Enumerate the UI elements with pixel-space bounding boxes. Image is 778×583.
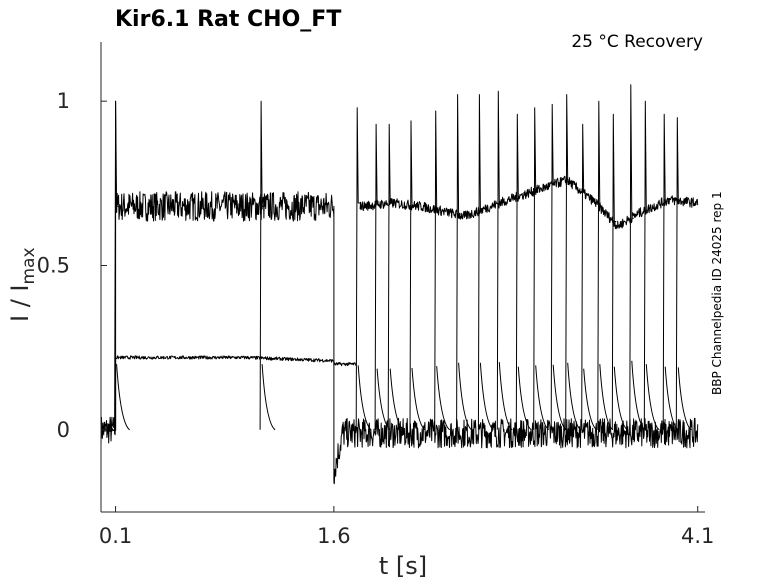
x-tick-label: 4.1 — [681, 524, 714, 548]
test-pulse-spike — [662, 113, 679, 431]
y-tick-label: 0 — [57, 418, 70, 442]
trace-conditioning-pulse — [100, 100, 699, 485]
test-pulse-spike — [374, 123, 391, 431]
y-tick-label: 0.5 — [37, 253, 70, 277]
test-pulse-spike — [675, 117, 692, 431]
y-axis-label-main: I / I — [6, 285, 34, 323]
test-pulse-spike — [456, 94, 472, 431]
test-pulse-spike — [515, 113, 532, 431]
test-pulse-spike — [629, 84, 646, 431]
chart-title: Kir6.1 Rat CHO_FT — [115, 7, 341, 32]
test-pulse-spike — [643, 100, 660, 431]
test-pulse-spike — [533, 107, 550, 431]
test-pulse-spike — [611, 113, 628, 431]
test-pulse-spike — [114, 100, 130, 431]
test-pulse-spike — [434, 110, 451, 431]
trace-steady-state — [100, 355, 357, 432]
y-axis-label: I / Imax — [6, 247, 39, 322]
test-pulse-spike — [387, 123, 404, 431]
trace-recovery-envelope — [359, 175, 699, 230]
y-axis-ticks: 00.51 — [37, 89, 107, 442]
test-pulse-spike — [565, 94, 582, 431]
y-tick-label: 1 — [57, 89, 70, 113]
chart-subtitle: 25 °C Recovery — [571, 32, 703, 52]
test-pulse-spike — [477, 94, 494, 431]
plot-area — [100, 84, 699, 485]
y-axis-label-sub: max — [19, 247, 39, 284]
test-pulse-spike — [409, 120, 426, 431]
test-pulse-spike — [597, 100, 614, 431]
channelpedia-id-note: BBP Channelpedia ID 24025 rep 1 — [710, 191, 724, 395]
test-pulse-spike — [496, 90, 513, 431]
test-pulse-spike — [259, 100, 276, 431]
x-tick-label: 1.6 — [317, 524, 350, 548]
x-tick-label: 0.1 — [99, 524, 132, 548]
test-pulse-spike — [550, 103, 567, 431]
test-pulse-spike — [355, 107, 372, 431]
x-axis-ticks: 0.1 1.6 4.1 — [99, 506, 714, 548]
x-axis-label: t [s] — [379, 552, 427, 580]
test-pulse-spike — [581, 123, 598, 431]
